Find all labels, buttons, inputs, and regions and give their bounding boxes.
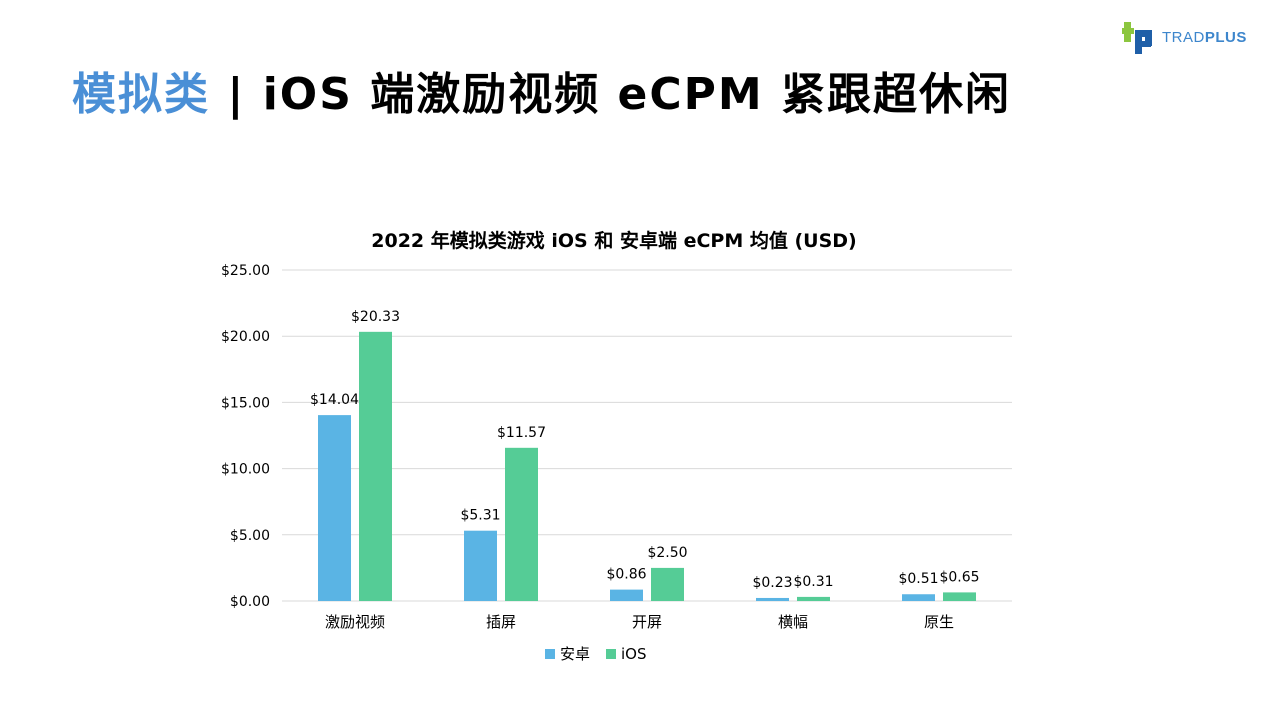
- legend-item-android: 安卓: [545, 643, 590, 664]
- data-label: $0.23: [752, 575, 792, 591]
- data-label: $14.04: [310, 392, 359, 408]
- bar-ios: [797, 596, 830, 601]
- y-tick-label: $10.00: [221, 462, 270, 478]
- x-tick-label: 原生: [924, 613, 954, 631]
- y-tick-label: $0.00: [230, 594, 270, 610]
- data-label: $20.33: [351, 309, 400, 325]
- page-title-rest: | iOS 端激励视频 eCPM 紧跟超休闲: [210, 69, 1012, 120]
- logo-text: TRADPLUS: [1162, 28, 1247, 46]
- x-tick-label: 激励视频: [325, 613, 385, 631]
- legend-swatch-ios: [606, 648, 617, 659]
- chart-legend: 安卓 iOS: [545, 643, 647, 664]
- bar-android: [318, 415, 351, 601]
- page-title-accent: 模拟类: [72, 69, 210, 120]
- bar-ios: [943, 592, 976, 601]
- y-tick-label: $25.00: [221, 263, 270, 279]
- data-label: $0.65: [939, 569, 979, 585]
- legend-label-ios: iOS: [621, 644, 647, 663]
- legend-swatch-android: [545, 648, 555, 659]
- bar-android: [464, 530, 497, 601]
- y-tick-label: $15.00: [221, 395, 270, 411]
- bar-android: [902, 594, 935, 601]
- page-title: 模拟类 | iOS 端激励视频 eCPM 紧跟超休闲: [72, 58, 1011, 122]
- data-label: $0.31: [793, 574, 833, 590]
- data-label: $0.51: [898, 571, 938, 587]
- brand-logo: TRADPLUS: [1122, 18, 1247, 56]
- y-tick-label: $20.00: [221, 329, 270, 345]
- bar-android: [610, 589, 643, 601]
- x-tick-label: 开屏: [632, 613, 662, 631]
- x-tick-label: 插屏: [486, 613, 516, 631]
- bar-android: [756, 597, 789, 601]
- data-label: $11.57: [497, 425, 546, 441]
- bar-ios: [359, 331, 392, 601]
- chart-title: 2022 年模拟类游戏 iOS 和 安卓端 eCPM 均值 (USD): [371, 229, 856, 252]
- legend-label-android: 安卓: [560, 645, 591, 663]
- x-tick-label: 横幅: [778, 613, 808, 631]
- data-label: $2.50: [647, 545, 687, 561]
- y-tick-label: $5.00: [230, 528, 270, 544]
- legend-item-ios: iOS: [606, 643, 647, 664]
- data-label: $0.86: [606, 567, 646, 583]
- data-label: $5.31: [460, 508, 500, 524]
- bar-ios: [651, 567, 684, 601]
- tradplus-logo-icon: [1122, 22, 1152, 54]
- bar-ios: [505, 447, 538, 601]
